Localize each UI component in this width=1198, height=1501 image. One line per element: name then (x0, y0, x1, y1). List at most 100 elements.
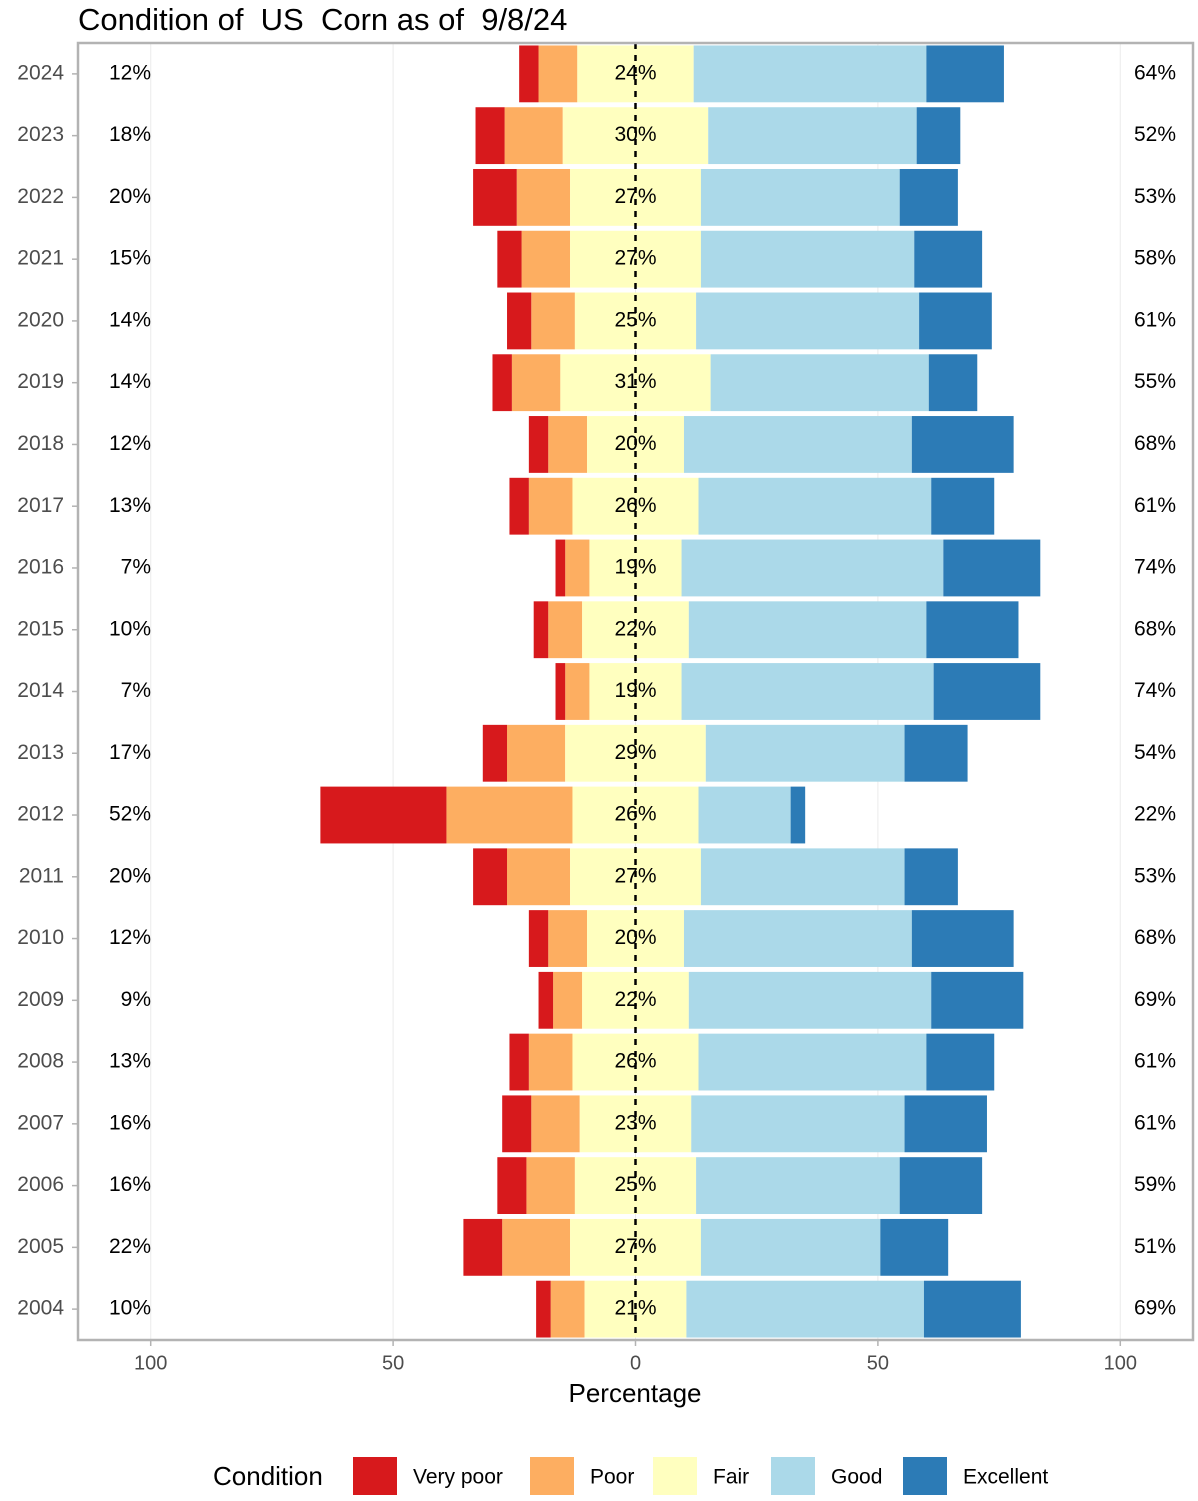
bar-segment (931, 971, 1024, 1029)
bar-segment (473, 848, 508, 906)
x-axis-title: Percentage (569, 1378, 702, 1408)
bar-segment (681, 539, 944, 597)
bar-segment (536, 1280, 551, 1338)
y-tick-label: 2017 (17, 494, 64, 517)
bar-segment (686, 1280, 924, 1338)
low-total-label: 14% (109, 370, 151, 393)
y-tick-label: 2016 (17, 556, 64, 579)
low-total-label: 20% (109, 864, 151, 887)
data-label: 30% (614, 123, 656, 146)
bar-segment (521, 230, 571, 288)
data-label: 25% (614, 308, 656, 331)
bar-segment (916, 107, 961, 165)
bar-segment (904, 724, 968, 782)
x-tick-label: 100 (134, 1352, 167, 1374)
panel-border (76, 41, 1195, 1342)
high-total-label: 54% (1134, 741, 1176, 764)
bar-segment (446, 786, 573, 844)
legend-label: Poor (590, 1466, 634, 1489)
bar-segment (531, 1095, 580, 1153)
bar-segment (688, 601, 927, 659)
low-total-label: 12% (109, 926, 151, 949)
data-label: 20% (614, 432, 656, 455)
bar-segment (502, 1218, 571, 1276)
bar-segment (475, 107, 505, 165)
y-tick-label: 2008 (17, 1050, 64, 1073)
bar-segment (519, 45, 539, 103)
bar-segment (700, 1218, 881, 1276)
data-label: 31% (614, 370, 656, 393)
bar-segment (555, 663, 566, 720)
bar-segment (504, 107, 563, 165)
bar-segment (696, 1157, 900, 1215)
y-tick-label: 2015 (17, 617, 64, 640)
legend-label: Excellent (963, 1466, 1048, 1489)
high-total-label: 61% (1134, 494, 1176, 517)
bar-segment (880, 1218, 949, 1276)
bar-segment (904, 848, 958, 906)
high-total-label: 58% (1134, 247, 1176, 270)
low-total-label: 12% (109, 61, 151, 84)
y-tick-label: 2013 (17, 741, 64, 764)
bar-segment (565, 539, 590, 597)
x-tick-label: 0 (630, 1352, 641, 1374)
data-label: 26% (614, 1050, 656, 1073)
bar-segment (899, 1157, 983, 1215)
data-label: 23% (614, 1111, 656, 1134)
low-total-label: 52% (109, 803, 151, 826)
legend-swatch (771, 1457, 815, 1495)
high-total-label: 61% (1134, 1111, 1176, 1134)
high-total-label: 68% (1134, 926, 1176, 949)
low-total-label: 7% (121, 679, 151, 702)
y-tick-label: 2006 (17, 1173, 64, 1196)
bar-segment (548, 910, 588, 967)
bar-segment (700, 230, 915, 288)
high-total-label: 22% (1134, 803, 1176, 826)
legend-swatch (903, 1457, 947, 1495)
bar-segment (482, 724, 508, 782)
y-tick-label: 2021 (17, 247, 64, 270)
legend-swatch (530, 1457, 574, 1495)
bar-segment (548, 601, 583, 659)
low-total-label: 20% (109, 185, 151, 208)
y-tick-label: 2014 (17, 679, 64, 702)
bar-segment (553, 971, 583, 1029)
high-total-label: 51% (1134, 1235, 1176, 1258)
bar-segment (911, 910, 1014, 967)
high-total-label: 69% (1134, 1297, 1176, 1320)
y-tick-label: 2024 (17, 61, 64, 84)
bar-segment (710, 354, 929, 412)
bar-segment (511, 354, 561, 412)
legend-label: Good (831, 1466, 882, 1489)
bar-segment (928, 354, 978, 412)
low-total-label: 9% (121, 988, 151, 1011)
bar-segment (698, 786, 791, 844)
bar-segment (531, 292, 575, 350)
data-label: 27% (614, 185, 656, 208)
bar-segment (943, 539, 1041, 597)
data-label: 26% (614, 494, 656, 517)
bar-segment (691, 1095, 905, 1153)
y-tick-label: 2018 (17, 432, 64, 455)
high-total-label: 64% (1134, 61, 1176, 84)
data-label: 29% (614, 741, 656, 764)
bar-segment (507, 848, 571, 906)
high-total-label: 53% (1134, 864, 1176, 887)
bar-segment (698, 1033, 927, 1091)
chart-title: Condition of US Corn as of 9/8/24 (78, 2, 567, 37)
low-total-label: 7% (121, 556, 151, 579)
high-total-label: 69% (1134, 988, 1176, 1011)
x-tick-label: 50 (382, 1352, 404, 1374)
high-total-label: 74% (1134, 679, 1176, 702)
legend-label: Very poor (413, 1466, 503, 1489)
bar-segment (693, 45, 927, 103)
y-tick-label: 2007 (17, 1111, 64, 1134)
bar-segment (528, 1033, 573, 1091)
data-label: 27% (614, 1235, 656, 1258)
bar-segment (914, 230, 983, 288)
y-tick-label: 2005 (17, 1235, 64, 1258)
high-total-label: 61% (1134, 1050, 1176, 1073)
bar-segment (926, 1033, 995, 1091)
low-total-label: 10% (109, 617, 151, 640)
bar-segment (473, 168, 517, 226)
